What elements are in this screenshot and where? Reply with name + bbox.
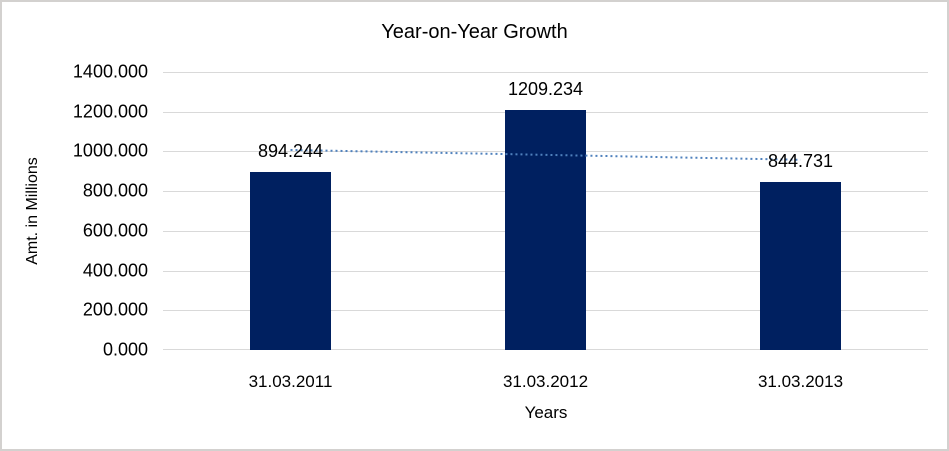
x-axis-title: Years	[524, 403, 568, 422]
y-tick-label: 1400.000	[72, 61, 148, 82]
bar-value-label: 1209.234	[507, 78, 584, 99]
x-tick-label: 31.03.2011	[248, 372, 333, 391]
plot-area: 894.244 1209.234 844.731	[163, 72, 928, 350]
chart-title: Year-on-Year Growth	[381, 21, 568, 43]
y-tick-label: 400.000	[82, 260, 148, 281]
bar-31.03.2012	[505, 109, 586, 350]
y-tick-label: 800.000	[82, 180, 148, 201]
gridline	[163, 72, 928, 73]
bar-value-label: 844.731	[767, 151, 834, 172]
x-tick-label: 31.03.2013	[757, 372, 844, 391]
y-axis-title: Amt. in Millions	[24, 157, 41, 265]
trendline-dotted	[290, 148, 801, 161]
y-tick-label: 1200.000	[72, 101, 148, 122]
y-tick-label: 1000.000	[72, 140, 148, 161]
y-tick-label: 600.000	[82, 220, 148, 241]
y-tick-label: 0.000	[102, 339, 148, 360]
bar-value-label: 894.244	[257, 141, 324, 162]
bar-31.03.2011	[250, 172, 331, 350]
y-tick-label: 200.000	[82, 299, 148, 320]
bar-31.03.2013	[760, 182, 841, 350]
x-tick-label: 31.03.2012	[502, 372, 589, 391]
